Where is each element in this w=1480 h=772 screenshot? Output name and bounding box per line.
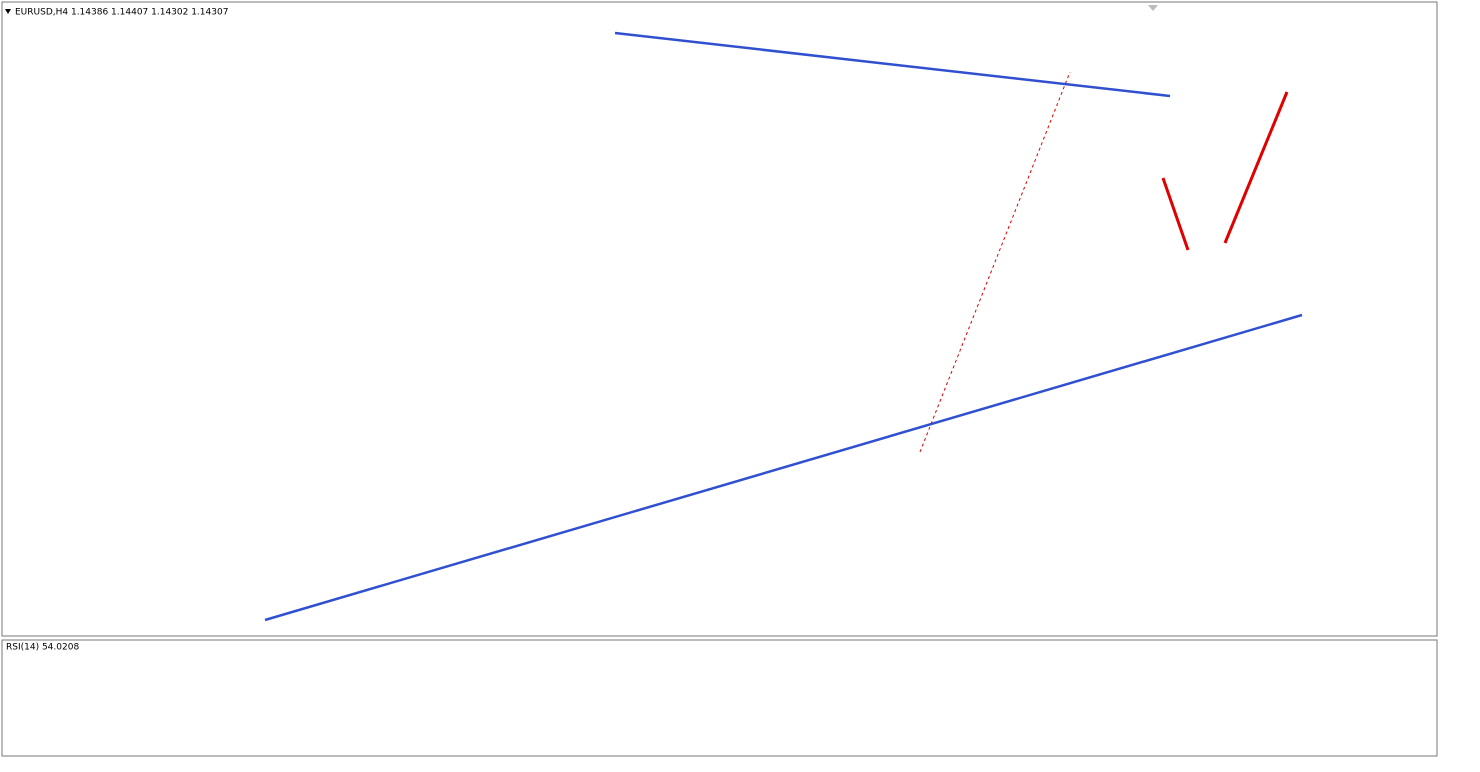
main-frame (1, 1, 1438, 637)
rsi-title: RSI(14) 54.0208 (6, 643, 79, 653)
arrow-up (1223, 91, 1289, 244)
resistance-trendline (614, 31, 1171, 98)
drawings (264, 5, 1303, 622)
arrow-down (1161, 177, 1190, 251)
rsi-frame (1, 639, 1438, 757)
fib-anchor-line (919, 71, 1071, 453)
shift-marker (1148, 5, 1158, 11)
support-trendline (264, 313, 1303, 622)
title-icon (5, 9, 11, 14)
chart-title: EURUSD,H4 1.14386 1.14407 1.14302 1.1430… (15, 8, 228, 18)
